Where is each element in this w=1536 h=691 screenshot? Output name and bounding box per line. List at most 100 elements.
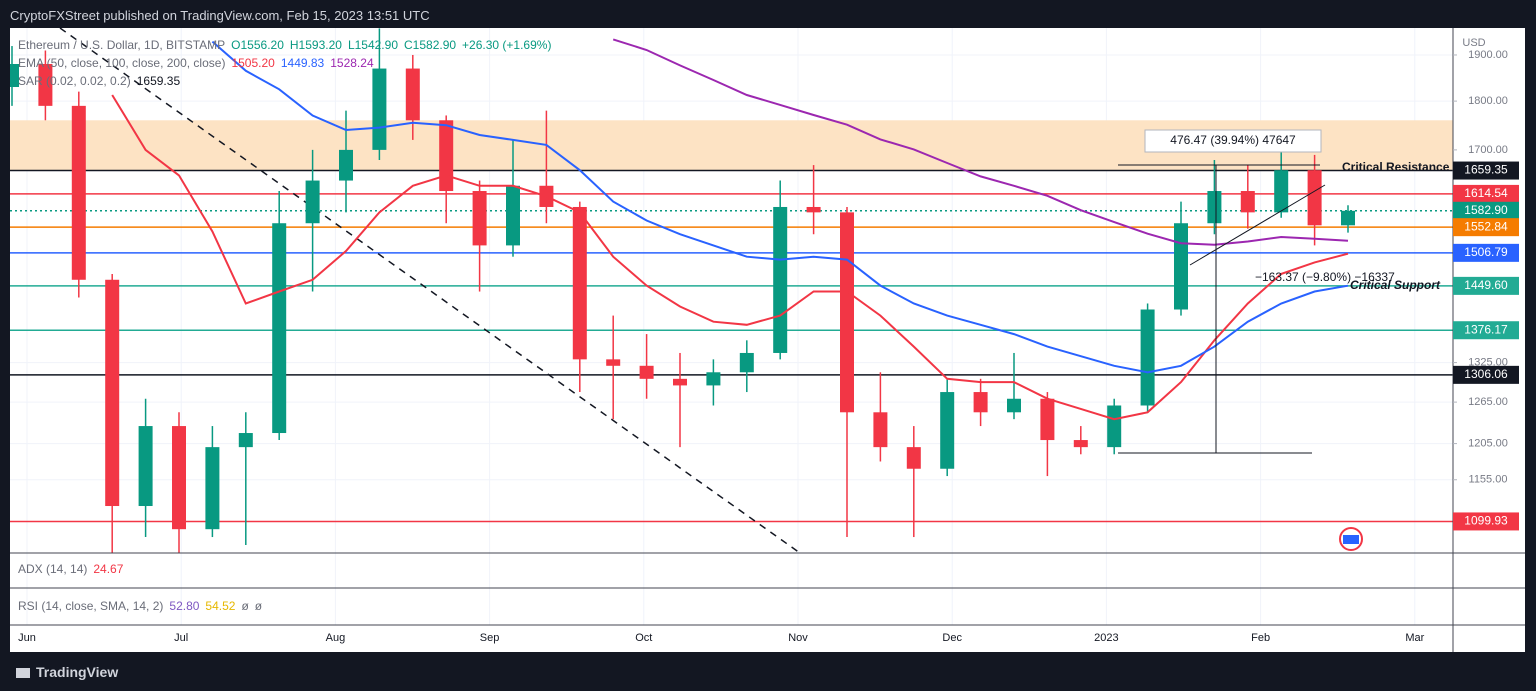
level-label-bg (1453, 276, 1519, 295)
level-label-bg (1453, 321, 1519, 340)
x-tick-label: Oct (635, 632, 652, 644)
rsi-legend: RSI (14, close, SMA, 14, 2) 52.80 54.52 ø ø (18, 599, 268, 613)
rsi-label[interactable]: RSI (14, close, SMA, 14, 2) (18, 599, 164, 613)
candle-body (1274, 170, 1289, 213)
ema-line (211, 40, 1349, 374)
candle-body (138, 426, 153, 507)
annotation: Critical Support (1350, 278, 1441, 292)
axis-layer: 1155.00 1205.00 1265.00 1325.00 1700.00 1800.… (18, 49, 1519, 644)
candle-body (439, 120, 454, 192)
annotation: 476.47 (39.94%) 47647 (1170, 133, 1296, 147)
candle-body (172, 426, 186, 530)
logo (16, 668, 30, 678)
candle-body (906, 447, 921, 469)
candle-body (405, 68, 420, 121)
candle-body (238, 433, 253, 448)
candle-body (506, 185, 520, 246)
sar-value: 1659.35 (136, 74, 181, 88)
y-tick-label: 1800.00 (1468, 95, 1508, 107)
candle-body (572, 206, 587, 360)
level-label: 1449.60 (1464, 278, 1508, 292)
candle-body (71, 105, 86, 280)
x-tick-label: 2023 (1094, 632, 1118, 644)
level-label: 1506.79 (1464, 245, 1508, 259)
ohlc: C1582.90 (404, 38, 457, 52)
candle-body (1007, 398, 1021, 413)
candle-body (639, 365, 654, 379)
level-label-bg (1453, 365, 1519, 384)
candle-body (472, 191, 487, 246)
ema-label[interactable]: EMA (50, close, 100, close, 200, close) (18, 56, 226, 70)
ohlc: O1556.20 (231, 38, 284, 52)
ema-value: 1449.83 (280, 56, 325, 70)
candle-body (706, 372, 721, 386)
candle-body (1307, 170, 1322, 226)
candle-body (840, 212, 854, 413)
adx-legend: ADX (14, 14) 24.67 (18, 562, 129, 576)
candle-body (305, 180, 320, 224)
level-label-bg (1453, 201, 1519, 220)
adx-value: 24.67 (93, 562, 124, 576)
level-label-bg (1453, 184, 1519, 203)
y-tick-label: 1900.00 (1468, 49, 1508, 61)
ohlc: L1542.90 (347, 38, 398, 52)
measure-line (1189, 184, 1326, 266)
rsi-value: 54.52 (205, 599, 236, 613)
symbol[interactable]: Ethereum / U.S. Dollar, 1D, BITSTAMP (18, 38, 226, 52)
annotations: 476.47 (39.94%) 47647 Critical Resistance… (1170, 133, 1449, 292)
y-tick-label: 1325.00 (1468, 356, 1508, 368)
rsi-value: 52.80 (169, 599, 200, 613)
rsi-value: ø (241, 599, 249, 613)
annotation: Critical Resistance (1342, 160, 1450, 174)
ema-legend: EMA (50, close, 100, close, 200, close) 1… (18, 56, 380, 70)
level-label: 1582.90 (1464, 203, 1508, 217)
candle-body (1107, 405, 1122, 448)
level-label: 1614.54 (1464, 186, 1508, 200)
trend-line (59, 28, 801, 553)
candle-body (272, 223, 287, 434)
level-label-bg (1453, 243, 1519, 262)
level-label: 1552.84 (1464, 219, 1508, 233)
candle-body (873, 412, 888, 448)
x-tick-label: Mar (1405, 632, 1424, 644)
x-tick-label: Jun (18, 632, 36, 644)
candle-body (1207, 191, 1222, 224)
level-label: 1099.93 (1464, 514, 1508, 528)
candle-body (973, 392, 988, 413)
level-label-bg (1453, 161, 1519, 180)
rsi-value: ø (254, 599, 263, 613)
x-tick-label: Dec (942, 632, 962, 644)
candle-body (1240, 191, 1255, 213)
x-tick-label: Aug (326, 632, 346, 644)
adx-label[interactable]: ADX (14, 14) (18, 562, 88, 576)
level-label-bg (1453, 512, 1519, 531)
y-tick-label: 1700.00 (1468, 144, 1508, 156)
x-tick-label: Jul (174, 632, 188, 644)
x-tick-label: Sep (480, 632, 500, 644)
sar-label[interactable]: SAR (0.02, 0.02, 0.2) (18, 74, 131, 88)
symbol-legend: Ethereum / U.S. Dollar, 1D, BITSTAMP O155… (18, 38, 557, 52)
y-tick-label: 1265.00 (1468, 396, 1508, 408)
y-tick-label: 1155.00 (1469, 474, 1508, 486)
candle-body (1174, 223, 1188, 310)
ema-value: 1505.20 (231, 56, 275, 70)
level-label: 1376.17 (1464, 322, 1508, 336)
candle-body (940, 392, 955, 469)
candle-body (673, 378, 687, 386)
candle-body (339, 149, 353, 181)
ema-line (111, 94, 1349, 421)
measure-box (1144, 129, 1322, 153)
annotation: −163.37 (−9.80%) −16337 (1255, 270, 1395, 284)
candle-body (1073, 440, 1088, 448)
change: +26.30 (+1.69%) (462, 38, 552, 52)
x-tick-label: Nov (788, 632, 808, 644)
measure-drawings (1118, 164, 1326, 454)
footer-brand[interactable]: TradingView (36, 664, 119, 680)
currency: USD (1462, 37, 1485, 49)
candle-body (1140, 309, 1155, 406)
candle-body (1341, 210, 1355, 226)
event-icon-flag (1343, 535, 1359, 544)
level-label-bg (1453, 218, 1519, 237)
